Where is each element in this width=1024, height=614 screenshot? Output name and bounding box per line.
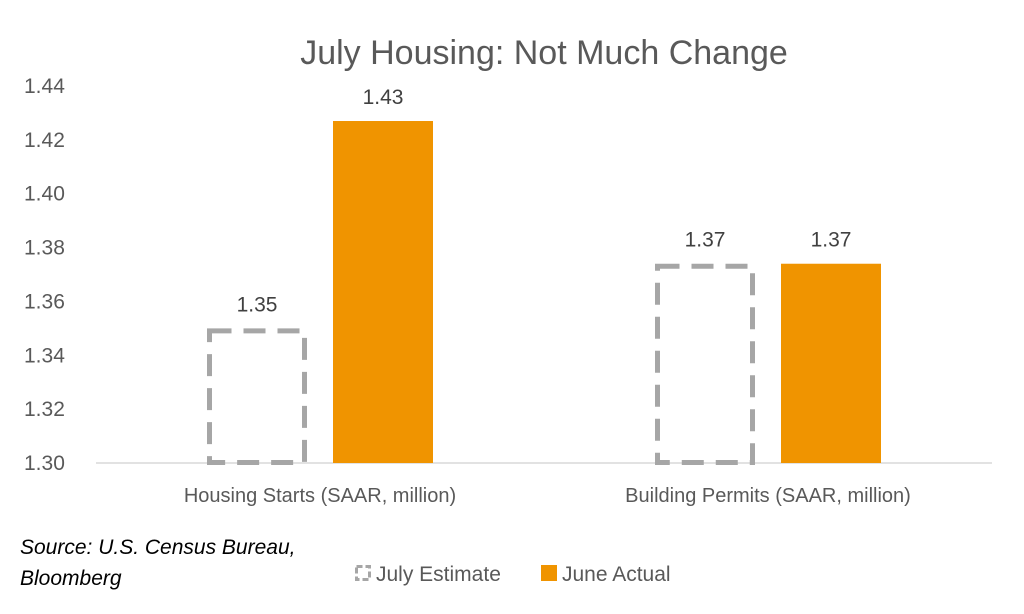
- legend: July Estimate June Actual: [355, 563, 671, 586]
- bar-june-actual: [333, 121, 433, 463]
- y-tick-label: 1.44: [24, 75, 65, 98]
- y-tick-label: 1.38: [24, 237, 65, 260]
- data-label: 1.35: [237, 293, 278, 316]
- legend-label-june-actual: June Actual: [562, 563, 671, 586]
- data-label: 1.43: [363, 86, 404, 109]
- x-category-label: Housing Starts (SAAR, million): [184, 485, 456, 507]
- source-line-1: Source: U.S. Census Bureau,: [20, 536, 296, 559]
- x-category-label: Building Permits (SAAR, million): [625, 485, 911, 507]
- y-tick-label: 1.40: [24, 183, 65, 206]
- data-label: 1.37: [685, 229, 726, 252]
- y-tick-label: 1.30: [24, 452, 65, 475]
- chart-title: July Housing: Not Much Change: [300, 34, 788, 72]
- legend-label-july-estimate: July Estimate: [376, 563, 501, 586]
- y-tick-label: 1.42: [24, 129, 65, 152]
- source-note: Source: U.S. Census Bureau, Bloomberg: [20, 532, 295, 594]
- bar-july-estimate: [207, 328, 307, 465]
- y-tick-label: 1.34: [24, 344, 65, 367]
- source-line-2: Bloomberg: [20, 567, 122, 590]
- bar-june-actual: [781, 263, 881, 463]
- bar-july-estimate: [655, 263, 755, 465]
- data-label: 1.37: [811, 229, 852, 252]
- legend-swatch-june-actual: [541, 565, 557, 581]
- y-tick-label: 1.32: [24, 398, 65, 421]
- y-tick-label: 1.36: [24, 290, 65, 313]
- legend-swatch-july-estimate: [355, 565, 371, 581]
